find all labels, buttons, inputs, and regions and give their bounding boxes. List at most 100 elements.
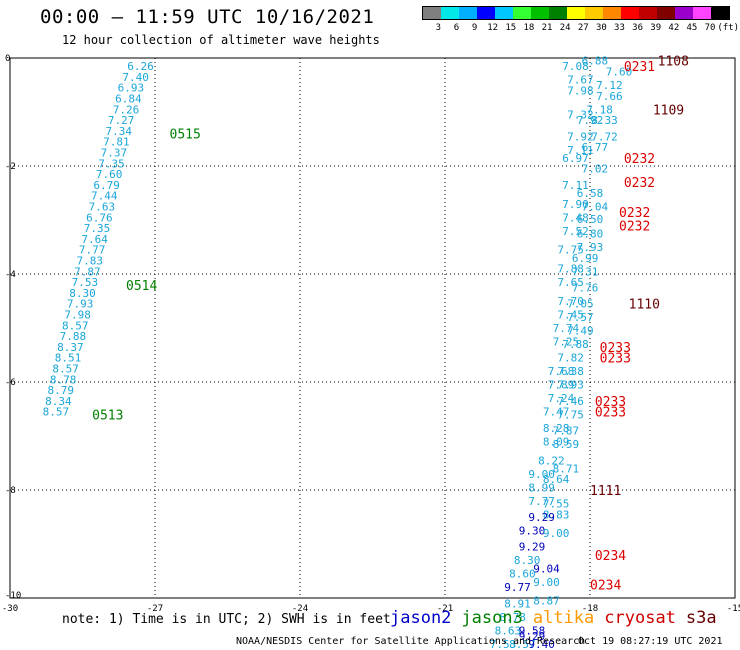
y-tick-label: -6 [5, 378, 16, 388]
y-tick-label: -2 [5, 162, 16, 172]
colorbar-swatch [423, 7, 441, 19]
swh-value-label: 7.44 [91, 190, 118, 203]
swh-value-label: 7.11 [562, 179, 589, 192]
swh-value-label: 7.72 [591, 130, 618, 143]
legend-entry-jason3: jason3 [461, 608, 523, 628]
swh-value-label: 7.38 [557, 365, 584, 378]
colorbar-swatch [675, 7, 693, 19]
swh-value-label: 7.74 [553, 322, 580, 335]
swh-value-label: 8.30 [69, 287, 96, 300]
time-label-cryosat: 0232 [624, 176, 655, 191]
time-label-cryosat: 0232 [624, 152, 655, 167]
colorbar-swatch [549, 7, 567, 19]
colorbar-swatch [513, 7, 531, 19]
swh-value-label: 8.63 [495, 624, 522, 637]
swh-value-label: 7.08 [562, 60, 589, 73]
note-text: note: 1) Time is in UTC; 2) SWH is in fe… [62, 612, 391, 627]
colorbar-tick-label: 36 [632, 23, 644, 33]
colorbar-tick-label: 21 [541, 23, 553, 33]
colorbar-tick-label: 15 [505, 23, 517, 33]
time-label-cryosat: 0234 [590, 579, 621, 594]
swh-value-label: 8.33 [591, 114, 618, 127]
swh-value-label: 7.92 [567, 130, 594, 143]
swh-value-label: 6.88 [582, 55, 609, 68]
satellite-legend: jason2 jason3 altika cryosat s3a [390, 608, 727, 628]
colorbar-tick-label: 18 [523, 23, 535, 33]
swh-value-label: 8.60 [509, 568, 536, 581]
y-tick-label: -10 [5, 591, 21, 601]
colorbar-swatch [441, 7, 459, 19]
swh-value-label: 7.47 [543, 406, 570, 419]
swh-value-label: 7.67 [567, 74, 594, 87]
swh-value-label: 7.93 [577, 241, 604, 254]
plot-frame [9, 57, 736, 599]
colorbar-swatch [693, 7, 711, 19]
legend-entry-cryosat: cryosat [604, 608, 676, 628]
swh-value-label: 9.29 [519, 541, 546, 554]
swh-value-label: 9.58 [519, 624, 546, 637]
swh-value-label: 7.66 [596, 90, 623, 103]
swh-value-label: 7.53 [72, 276, 99, 289]
swh-value-label: 7.25 [553, 336, 580, 349]
swh-value-label: 7.81 [103, 136, 130, 149]
colorbar-tick-label: 70 [704, 23, 716, 33]
x-tick-label: -21 [437, 604, 453, 614]
swh-value-label: 7.45 [557, 309, 584, 322]
colorbar-tick-label: 9 [471, 23, 478, 33]
swh-value-label: 8.28 [543, 422, 570, 435]
time-label-s3a: 1108 [658, 55, 689, 70]
x-tick-label: -18 [582, 604, 598, 614]
swh-value-label: 7.32 [567, 109, 594, 122]
swh-value-label: 6.84 [115, 93, 142, 106]
colorbar-swatch [567, 7, 585, 19]
swh-value-label: 7.57 [567, 311, 594, 324]
swh-value-label: 9.00 [543, 527, 570, 540]
colorbar-swatch [477, 7, 495, 19]
swh-value-label: 9.40 [528, 638, 555, 650]
colorbar-swatch [711, 7, 729, 19]
swh-value-label: 7.89 [548, 379, 575, 392]
time-label-s3a: 1110 [629, 298, 660, 313]
swh-value-label: 8.64 [543, 473, 570, 486]
swh-value-label: 6.76 [86, 211, 113, 224]
swh-value-label: 8.91 [504, 597, 531, 610]
y-tick-label: -8 [5, 486, 16, 496]
swh-value-label: 8.79 [48, 384, 75, 397]
swh-value-label: 7.77 [528, 495, 555, 508]
time-label-cryosat: 0233 [595, 406, 626, 421]
swh-value-label: 6.58 [577, 187, 604, 200]
swh-value-label: 7.98 [567, 84, 594, 97]
swh-value-label: 7.05 [567, 298, 594, 311]
colorbar-swatch [531, 7, 549, 19]
x-tick-label: -27 [147, 604, 163, 614]
swh-value-label: 8.78 [50, 373, 77, 386]
swh-value-label: 7.70 [557, 295, 584, 308]
swh-value-label: 7.87 [74, 265, 101, 278]
swh-value-label: 7.98 [64, 309, 91, 322]
swh-value-label: 9.77 [504, 581, 531, 594]
swh-value-label: 7.48 [562, 211, 589, 224]
swh-value-label: 7.65 [557, 276, 584, 289]
swh-value-label: 8.99 [528, 481, 555, 494]
colorbar-swatch [621, 7, 639, 19]
swh-value-label: 7.93 [67, 298, 94, 311]
swh-value-label: 7.35 [98, 157, 125, 170]
time-label-s3a: 1111 [590, 484, 621, 499]
swh-value-label: 6.99 [572, 252, 599, 265]
colorbar-tick-label: (ft) [717, 23, 740, 33]
swh-value-label: 7.88 [562, 338, 589, 351]
colorbar-tick-label: 12 [487, 23, 499, 33]
swh-value-label: 7.82 [557, 352, 584, 365]
colorbar-tick-label: 6 [453, 23, 460, 33]
swh-value-label: 7.24 [548, 392, 575, 405]
time-label-s3a: 1109 [653, 103, 684, 118]
swh-value-label: 6.79 [93, 179, 120, 192]
time-label-cryosat: 0231 [624, 60, 655, 75]
swh-value-label: 7.88 [557, 263, 584, 276]
swh-value-label: 8.57 [62, 319, 89, 332]
swh-value-label: 8.57 [509, 638, 536, 650]
swh-colorbar [422, 6, 730, 20]
colorbar-swatch [495, 7, 513, 19]
x-tick-label: -15 [727, 604, 740, 614]
y-tick-label: -4 [5, 270, 16, 280]
